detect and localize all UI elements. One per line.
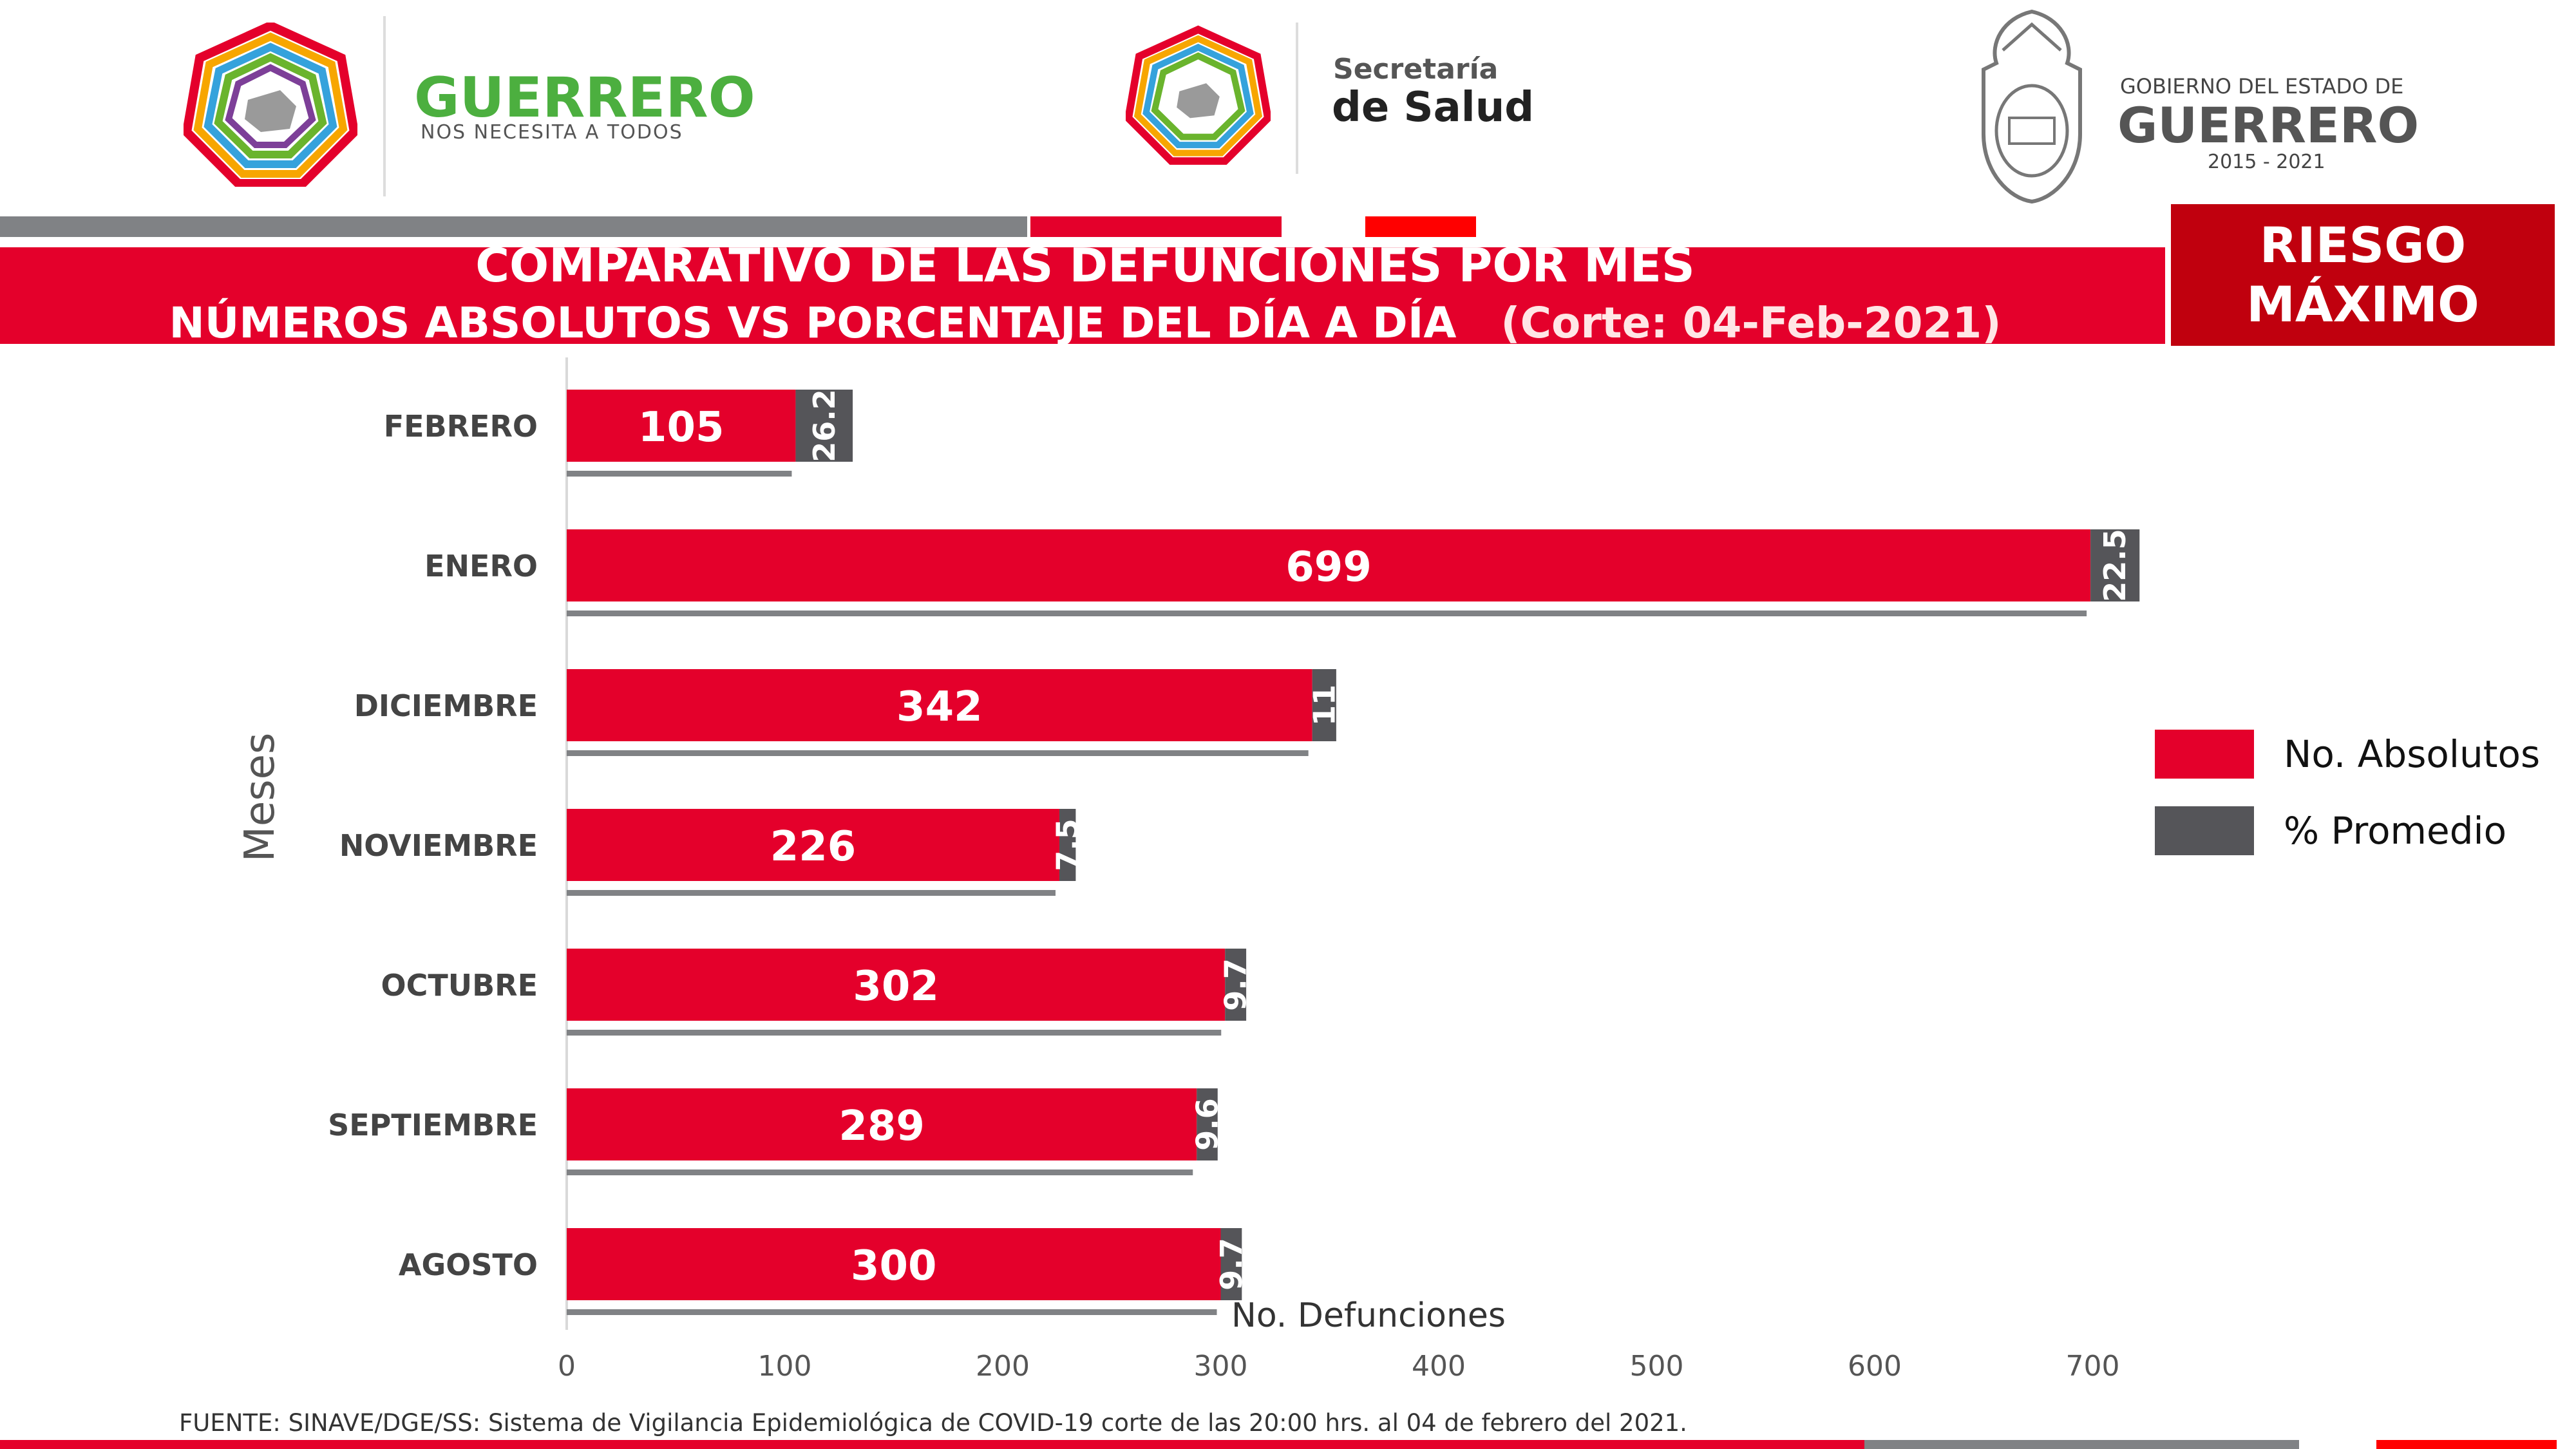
chart-subtitle-text: NÚMEROS ABSOLUTOS VS PORCENTAJE DEL DÍA … — [169, 298, 1457, 348]
risk-badge-line2: MÁXIMO — [2246, 276, 2479, 333]
bar-percent — [1197, 1088, 1218, 1160]
category-label: ENERO — [424, 549, 538, 583]
bar-absolute — [567, 390, 796, 462]
data-label-absolute: 342 — [896, 683, 983, 731]
data-label-absolute: 302 — [853, 963, 939, 1010]
category-label: OCTUBRE — [381, 968, 538, 1003]
bar-underline — [567, 1030, 1222, 1036]
category-label: SEPTIEMBRE — [328, 1108, 538, 1142]
legend-percent-label: % Promedio — [2284, 809, 2507, 853]
guerrero-slogan: NOS NECESITA A TODOS — [421, 121, 683, 144]
bar-absolute — [567, 669, 1312, 741]
bar-underline — [567, 1170, 1193, 1175]
legend-absolute: No. Absolutos — [2155, 730, 2540, 779]
bottom-red-accent — [2376, 1440, 2557, 1449]
logo-divider — [1296, 23, 1298, 174]
guerrero-title: GUERRERO — [414, 66, 755, 130]
category-label: FEBRERO — [384, 409, 538, 444]
category-label: DICIEMBRE — [354, 688, 538, 723]
bar-percent — [1225, 949, 1247, 1021]
x-tick-label: 100 — [758, 1350, 812, 1383]
bar-absolute — [567, 1228, 1221, 1300]
x-tick-label: 600 — [1848, 1350, 1902, 1383]
salud-emblem-icon — [1126, 25, 1271, 165]
data-label-percent: 9.7 — [1214, 1238, 1249, 1291]
secretaria-label: Secretaría — [1333, 53, 1499, 86]
bottom-red-strip — [0, 1440, 1864, 1449]
data-label-absolute: 105 — [638, 404, 724, 451]
bar-absolute — [567, 949, 1226, 1021]
data-label-absolute: 300 — [851, 1242, 937, 1290]
data-label-percent: 11 — [1307, 685, 1341, 726]
chart-title: COMPARATIVO DE LAS DEFUNCIONES POR MES — [475, 238, 1695, 292]
top-gray-strip — [0, 216, 1027, 237]
guerrero-state-label: GUERRERO — [2117, 97, 2420, 154]
data-label-percent: 9.7 — [1218, 958, 1253, 1011]
bar-underline — [567, 611, 2087, 616]
term-years-label: 2015 - 2021 — [2208, 151, 2325, 173]
top-red-strip — [1030, 216, 1282, 237]
x-tick-label: 700 — [2066, 1350, 2120, 1383]
x-tick-label: 0 — [558, 1350, 576, 1383]
legend-absolute-swatch — [2155, 730, 2254, 779]
legend-percent-swatch — [2155, 806, 2254, 855]
legend-percent: % Promedio — [2155, 806, 2506, 855]
bottom-gray-strip — [1864, 1440, 2299, 1449]
bar-percent — [2090, 529, 2140, 601]
top-red-accent — [1365, 216, 1476, 237]
data-label-percent: 22.5 — [2098, 529, 2132, 602]
chart-subtitle: NÚMEROS ABSOLUTOS VS PORCENTAJE DEL DÍA … — [0, 298, 2170, 348]
bar-percent — [1059, 809, 1076, 881]
data-label-absolute: 699 — [1285, 544, 1372, 591]
x-tick-label: 300 — [1194, 1350, 1248, 1383]
legend-absolute-label: No. Absolutos — [2284, 732, 2541, 776]
bar-absolute — [567, 809, 1060, 881]
x-tick-label: 500 — [1630, 1350, 1684, 1383]
category-label: AGOSTO — [399, 1247, 538, 1282]
title-band — [0, 247, 2165, 344]
bar-percent — [795, 390, 853, 462]
risk-badge: RIESGO MÁXIMO — [2171, 204, 2555, 346]
bar-percent — [1312, 669, 1336, 741]
bar-underline — [567, 1309, 1217, 1315]
bar-absolute — [567, 1088, 1197, 1160]
data-label-absolute: 289 — [838, 1103, 925, 1150]
category-label: NOVIEMBRE — [339, 828, 538, 863]
x-tick-label: 400 — [1412, 1350, 1466, 1383]
x-axis-title: No. Defunciones — [1231, 1296, 1506, 1335]
bar-underline — [567, 890, 1056, 896]
bar-percent — [1220, 1228, 1242, 1300]
data-label-absolute: 226 — [770, 823, 857, 871]
y-axis-title: Meses — [236, 733, 284, 862]
data-label-percent: 7.5 — [1050, 819, 1085, 871]
data-label-percent: 26.2 — [807, 389, 842, 462]
source-note: FUENTE: SINAVE/DGE/SS: Sistema de Vigila… — [179, 1409, 1687, 1437]
risk-badge-line1: RIESGO — [2259, 216, 2467, 274]
x-tick-label: 200 — [976, 1350, 1030, 1383]
state-coat-of-arms-icon — [1982, 9, 2082, 204]
cutoff-date: (Corte: 04-Feb-2021) — [1501, 298, 2002, 348]
bar-underline — [567, 750, 1309, 756]
gobierno-label: GOBIERNO DEL ESTADO DE — [2120, 74, 2404, 99]
bar-absolute — [567, 529, 2091, 601]
guerrero-emblem-icon — [184, 23, 357, 187]
de-salud-label: de Salud — [1332, 84, 1535, 131]
logo-divider — [383, 16, 386, 196]
bar-underline — [567, 471, 792, 477]
data-label-percent: 9.6 — [1190, 1098, 1225, 1151]
